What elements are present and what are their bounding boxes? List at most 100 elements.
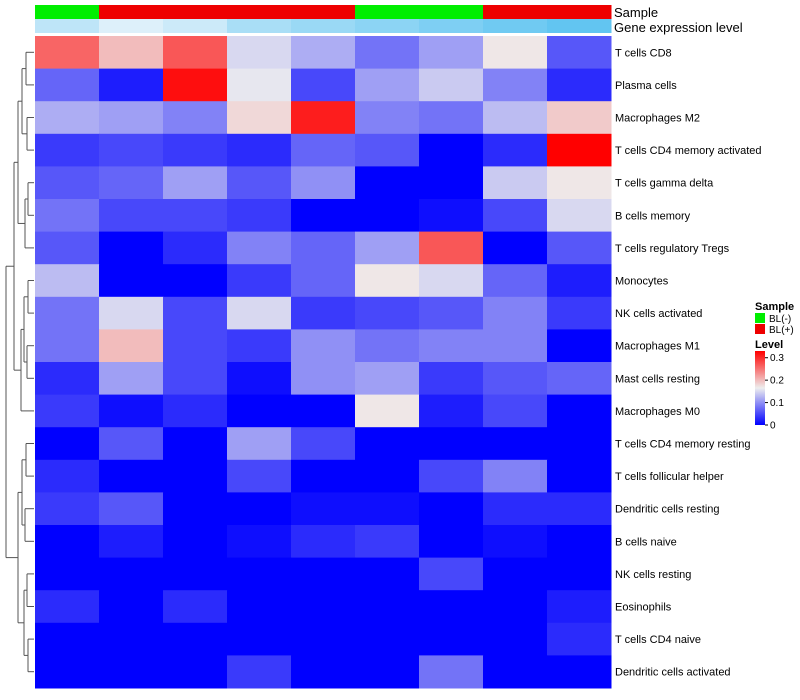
heatmap-cell: [291, 459, 356, 493]
heatmap-cell: [419, 68, 484, 102]
row-label: Macrophages M0: [615, 406, 700, 418]
heatmap-cell: [419, 525, 484, 559]
heatmap-cell: [35, 525, 100, 559]
heatmap-cell: [35, 459, 100, 493]
heatmap-cell: [163, 101, 228, 135]
heatmap-cell: [99, 166, 164, 200]
heatmap-cell: [291, 492, 356, 526]
legend-swatch-bl-pos: [755, 324, 765, 334]
heatmap-cell: [227, 231, 292, 265]
expression-annotation-cell: [355, 19, 420, 33]
legend-label-bl-pos: BL(+): [769, 325, 794, 336]
heatmap-cell: [419, 199, 484, 233]
expression-annotation-cell: [35, 19, 100, 33]
level-colorbar: [755, 351, 765, 425]
heatmap-cell: [163, 590, 228, 624]
heatmap-cell: [291, 427, 356, 461]
heatmap-cell: [35, 68, 100, 102]
heatmap-cell: [483, 264, 548, 298]
row-labels: T cells CD8 Plasma cells Macrophages M2 T c…: [615, 47, 762, 678]
expression-annotation-cell: [547, 19, 612, 33]
row-label: Dendritic cells resting: [615, 504, 720, 516]
heatmap-cell: [35, 133, 100, 167]
row-label: B cells memory: [615, 210, 691, 222]
heatmap-cell: [291, 36, 356, 70]
heatmap-cell: [419, 655, 484, 689]
heatmap-cell: [483, 68, 548, 102]
heatmap-cell: [227, 525, 292, 559]
heatmap-cell: [99, 394, 164, 428]
heatmap-cell: [355, 329, 420, 363]
heatmap-cell: [163, 199, 228, 233]
row-label: T cells CD4 memory activated: [615, 145, 762, 157]
row-label: Macrophages M1: [615, 341, 700, 353]
heatmap-cell: [483, 394, 548, 428]
heatmap-cell: [99, 362, 164, 396]
heatmap-cell: [483, 362, 548, 396]
heatmap-cell: [419, 231, 484, 265]
heatmap-cell: [35, 101, 100, 135]
heatmap-cell: [163, 68, 228, 102]
heatmap-cell: [355, 101, 420, 135]
heatmap-cell: [227, 557, 292, 591]
heatmap-cell: [483, 133, 548, 167]
heatmap-cell: [163, 329, 228, 363]
heatmap-cell: [227, 101, 292, 135]
heatmap-cell: [547, 362, 612, 396]
heatmap-cell: [99, 231, 164, 265]
heatmap-cell: [483, 622, 548, 656]
sample-annotation-label: Sample: [614, 5, 658, 20]
heatmap-cell: [99, 655, 164, 689]
heatmap-cell: [291, 68, 356, 102]
heatmap-cell: [35, 264, 100, 298]
heatmap-cell: [99, 101, 164, 135]
heatmap-cell: [163, 166, 228, 200]
level-legend: Level 0.3 0.2 0.1 0: [755, 339, 784, 432]
heatmap-cell: [355, 427, 420, 461]
heatmap-cell: [419, 362, 484, 396]
row-label: T cells gamma delta: [615, 178, 714, 190]
heatmap-cell: [99, 459, 164, 493]
heatmap-cell: [419, 622, 484, 656]
heatmap-cell: [227, 655, 292, 689]
heatmap-cell: [35, 362, 100, 396]
heatmap-cell: [291, 296, 356, 330]
heatmap-cell: [291, 166, 356, 200]
heatmap-cell: [163, 133, 228, 167]
heatmap-cell: [483, 199, 548, 233]
legend-swatch-bl-neg: [755, 313, 765, 323]
heatmap-cell: [355, 492, 420, 526]
row-label: Plasma cells: [615, 80, 677, 92]
heatmap-cell: [355, 36, 420, 70]
heatmap-cell: [99, 557, 164, 591]
heatmap-cell: [483, 590, 548, 624]
heatmap-cell: [35, 199, 100, 233]
heatmap-cell: [291, 362, 356, 396]
heatmap-cell: [547, 68, 612, 102]
legend-label-bl-neg: BL(-): [769, 314, 791, 325]
heatmap-cell: [227, 459, 292, 493]
level-tick-label: 0.3: [770, 353, 784, 364]
heatmap-cell: [547, 427, 612, 461]
heatmap-cell: [547, 525, 612, 559]
level-tick-label: 0.2: [770, 376, 784, 387]
heatmap-cell: [99, 427, 164, 461]
heatmap-cell: [35, 329, 100, 363]
row-label: NK cells resting: [615, 569, 691, 581]
heatmap-cell: [227, 166, 292, 200]
heatmap-cell: [99, 199, 164, 233]
heatmap-cell: [547, 296, 612, 330]
sample-annotation-cell: [227, 5, 292, 19]
heatmap-cell: [227, 427, 292, 461]
heatmap-cell: [355, 655, 420, 689]
heatmap-cell: [35, 36, 100, 70]
heatmap-cell: [99, 133, 164, 167]
sample-annotation-cell: [35, 5, 100, 19]
heatmap-cell: [355, 459, 420, 493]
heatmap-cell: [547, 199, 612, 233]
heatmap-cell: [483, 166, 548, 200]
heatmap-cell: [99, 525, 164, 559]
heatmap-cell: [419, 296, 484, 330]
heatmap-cell: [419, 459, 484, 493]
